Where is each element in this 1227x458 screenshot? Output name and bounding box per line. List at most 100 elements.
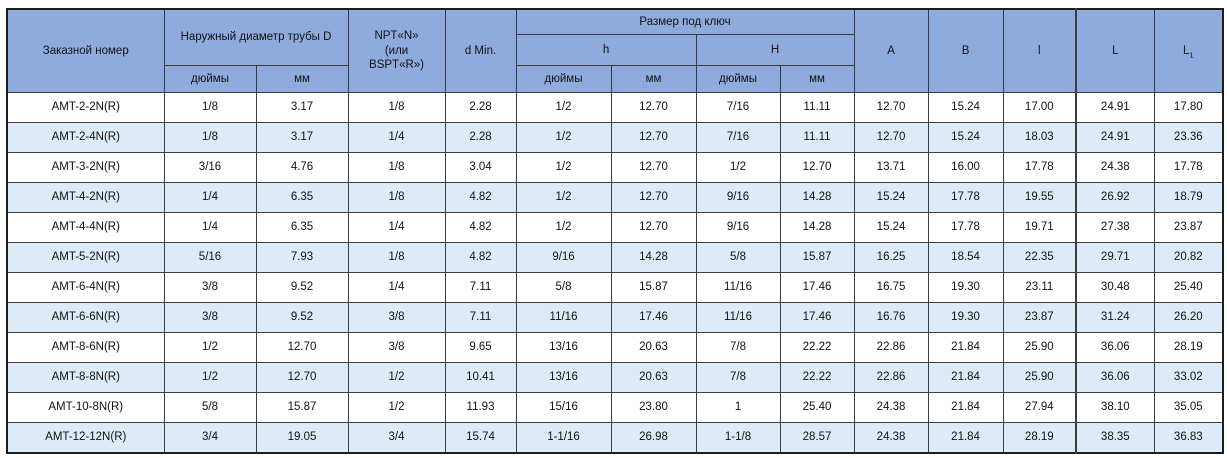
value-cell: 7/8 [695, 362, 781, 393]
col-header-h-lower: h [515, 34, 697, 66]
value-cell: 28.57 [779, 422, 855, 454]
col-header-h-upper: H [695, 34, 855, 66]
value-cell: 4.76 [255, 152, 349, 183]
col-header-H-mm: мм [779, 65, 855, 93]
value-cell: 17.80 [1153, 92, 1224, 123]
value-cell: 4.82 [444, 242, 517, 273]
value-cell: 17.46 [610, 302, 697, 333]
value-cell: 5/16 [163, 242, 257, 273]
table-header: Заказной номер Наружный диаметр трубы D … [6, 8, 1224, 93]
value-cell: 11.93 [444, 392, 517, 423]
value-cell: 11.11 [779, 122, 855, 153]
value-cell: 12.70 [255, 332, 349, 363]
value-cell: 38.10 [1075, 392, 1155, 423]
value-cell: 5/8 [695, 242, 781, 273]
l1-base: L [1183, 44, 1190, 57]
order-number-cell: AMT-6-4N(R) [6, 272, 165, 303]
value-cell: 1/2 [515, 182, 612, 213]
value-cell: 14.28 [779, 212, 855, 243]
value-cell: 33.02 [1153, 362, 1224, 393]
value-cell: 15/16 [515, 392, 612, 423]
value-cell: 22.22 [779, 362, 855, 393]
value-cell: 27.38 [1075, 212, 1155, 243]
value-cell: 1/2 [515, 152, 612, 183]
value-cell: 14.28 [779, 182, 855, 213]
value-cell: 25.40 [779, 392, 855, 423]
value-cell: 17.00 [1002, 92, 1077, 123]
value-cell: 27.94 [1002, 392, 1077, 423]
value-cell: 15.24 [853, 212, 929, 243]
value-cell: 24.38 [1075, 152, 1155, 183]
value-cell: 1/2 [347, 362, 446, 393]
value-cell: 25.40 [1153, 272, 1224, 303]
fitting-dimensions-table: Заказной номер Наружный диаметр трубы D … [6, 8, 1225, 454]
value-cell: 24.38 [853, 422, 929, 454]
value-cell: 1-1/8 [695, 422, 781, 454]
value-cell: 1/8 [347, 152, 446, 183]
value-cell: 3.17 [255, 122, 349, 153]
value-cell: 24.38 [853, 392, 929, 423]
value-cell: 1/4 [163, 182, 257, 213]
table-row: AMT-3-2N(R) 3/16 4.76 1/8 3.04 1/2 12.70 1/2 12.… [6, 152, 1224, 183]
table-row: AMT-2-4N(R) 1/8 3.17 1/4 2.28 1/2 12.70 7/16 11.… [6, 122, 1224, 153]
value-cell: 15.87 [779, 242, 855, 273]
value-cell: 26.92 [1075, 182, 1155, 213]
order-number-cell: AMT-3-2N(R) [6, 152, 165, 183]
value-cell: 1 [695, 392, 781, 423]
value-cell: 15.24 [927, 92, 1004, 123]
value-cell: 16.00 [927, 152, 1004, 183]
value-cell: 18.79 [1153, 182, 1224, 213]
table-body: AMT-2-2N(R) 1/8 3.17 1/8 2.28 1/2 12.70 7/16 11.… [6, 92, 1224, 454]
table-row: AMT-4-4N(R) 1/4 6.35 1/4 4.82 1/2 12.70 9/16 14.… [6, 212, 1224, 243]
table-row: AMT-5-2N(R) 5/16 7.93 1/8 4.82 9/16 14.28 5/8 15… [6, 242, 1224, 273]
table-row: AMT-8-8N(R) 1/2 12.70 1/2 10.41 13/16 20.63 7/8… [6, 362, 1224, 393]
value-cell: 4.82 [444, 212, 517, 243]
value-cell: 12.70 [853, 122, 929, 153]
value-cell: 22.86 [853, 332, 929, 363]
value-cell: 24.91 [1075, 122, 1155, 153]
table-row: AMT-2-2N(R) 1/8 3.17 1/8 2.28 1/2 12.70 7/16 11.… [6, 92, 1224, 123]
value-cell: 3/8 [347, 302, 446, 333]
value-cell: 7.11 [444, 272, 517, 303]
value-cell: 1/4 [347, 272, 446, 303]
value-cell: 24.91 [1075, 92, 1155, 123]
value-cell: 11.11 [779, 92, 855, 123]
value-cell: 17.78 [1002, 152, 1077, 183]
value-cell: 17.46 [779, 302, 855, 333]
value-cell: 21.84 [927, 362, 1004, 393]
value-cell: 1/4 [163, 212, 257, 243]
value-cell: 3/16 [163, 152, 257, 183]
order-number-cell: AMT-2-4N(R) [6, 122, 165, 153]
order-number-cell: AMT-8-8N(R) [6, 362, 165, 393]
value-cell: 11/16 [695, 302, 781, 333]
value-cell: 1/8 [347, 182, 446, 213]
value-cell: 3.17 [255, 92, 349, 123]
value-cell: 19.05 [255, 422, 349, 454]
value-cell: 23.11 [1002, 272, 1077, 303]
value-cell: 15.87 [610, 272, 697, 303]
value-cell: 2.28 [444, 92, 517, 123]
value-cell: 17.46 [779, 272, 855, 303]
value-cell: 15.24 [927, 122, 1004, 153]
col-header-l-big: L [1075, 8, 1155, 93]
col-header-b: B [927, 8, 1004, 93]
order-number-cell: AMT-10-8N(R) [6, 392, 165, 423]
value-cell: 3/8 [347, 332, 446, 363]
col-header-l1: L1 [1153, 8, 1224, 93]
table-row: AMT-12-12N(R) 3/4 19.05 3/4 15.74 1-1/16 26.98… [6, 422, 1224, 454]
value-cell: 3/4 [163, 422, 257, 454]
value-cell: 1/4 [347, 212, 446, 243]
value-cell: 21.84 [927, 392, 1004, 423]
value-cell: 3.04 [444, 152, 517, 183]
value-cell: 1/4 [347, 122, 446, 153]
value-cell: 23.87 [1002, 302, 1077, 333]
value-cell: 4.82 [444, 182, 517, 213]
value-cell: 15.74 [444, 422, 517, 454]
col-header-d-min: d Min. [444, 8, 517, 93]
value-cell: 12.70 [610, 212, 697, 243]
value-cell: 11/16 [695, 272, 781, 303]
value-cell: 23.87 [1153, 212, 1224, 243]
value-cell: 9.65 [444, 332, 517, 363]
value-cell: 12.70 [610, 122, 697, 153]
